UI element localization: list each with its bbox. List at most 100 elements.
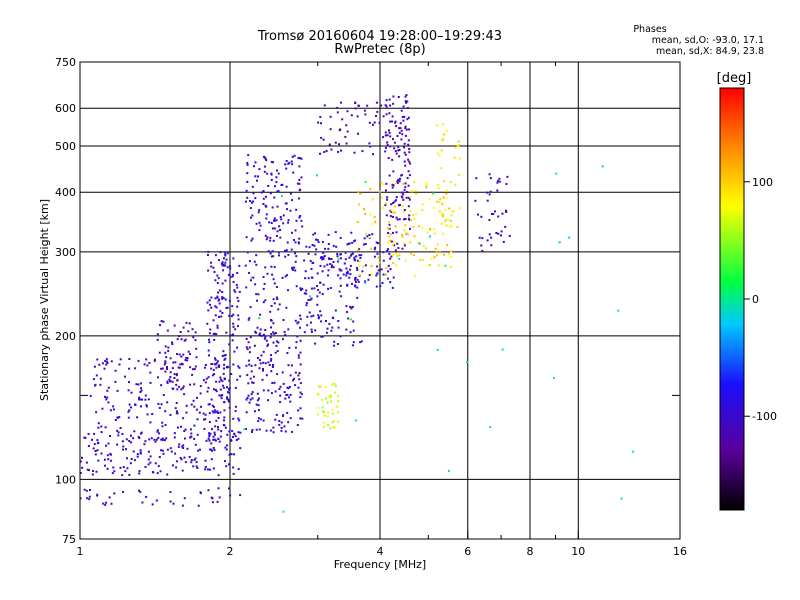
data-point bbox=[140, 389, 143, 392]
data-point bbox=[270, 370, 273, 373]
data-point bbox=[245, 398, 248, 401]
y-tick-label: 600 bbox=[55, 102, 76, 115]
data-point bbox=[281, 338, 284, 341]
data-point bbox=[213, 409, 216, 412]
data-point bbox=[250, 239, 253, 242]
data-point bbox=[458, 207, 461, 210]
data-point bbox=[365, 232, 367, 235]
data-point bbox=[136, 416, 139, 419]
data-point bbox=[204, 381, 207, 384]
data-point bbox=[166, 473, 169, 476]
data-point bbox=[178, 385, 181, 388]
data-point bbox=[83, 488, 86, 491]
data-point bbox=[260, 354, 263, 357]
data-point bbox=[295, 208, 298, 211]
data-point bbox=[255, 428, 258, 431]
data-point bbox=[173, 436, 176, 439]
data-point bbox=[351, 305, 354, 308]
data-point bbox=[254, 364, 257, 367]
data-point bbox=[222, 269, 225, 272]
data-point bbox=[188, 456, 191, 458]
data-point bbox=[110, 459, 113, 462]
data-point bbox=[212, 405, 215, 408]
data-point bbox=[290, 160, 293, 163]
data-point bbox=[400, 109, 403, 112]
data-point bbox=[337, 326, 340, 329]
data-point bbox=[230, 439, 233, 442]
data-point bbox=[194, 331, 197, 334]
data-point bbox=[153, 359, 156, 362]
data-point bbox=[185, 321, 188, 324]
data-point bbox=[254, 410, 256, 413]
data-point bbox=[309, 298, 312, 301]
data-point bbox=[282, 382, 285, 385]
data-point bbox=[265, 213, 268, 216]
data-point bbox=[156, 338, 159, 341]
data-point bbox=[377, 256, 380, 259]
data-point bbox=[166, 401, 169, 404]
data-point bbox=[200, 405, 202, 408]
data-point bbox=[226, 433, 229, 436]
data-point bbox=[374, 221, 377, 224]
data-point bbox=[228, 388, 231, 391]
data-point bbox=[332, 244, 335, 247]
data-point bbox=[387, 228, 390, 231]
data-point bbox=[404, 100, 407, 103]
data-point bbox=[339, 253, 342, 256]
data-point bbox=[489, 190, 492, 193]
data-point bbox=[109, 453, 112, 456]
data-point bbox=[298, 237, 301, 240]
data-point bbox=[387, 241, 390, 244]
data-point bbox=[160, 438, 163, 441]
data-point bbox=[113, 492, 116, 495]
data-point bbox=[505, 209, 507, 212]
data-point bbox=[349, 264, 352, 267]
data-point bbox=[294, 384, 297, 387]
data-point bbox=[299, 391, 302, 394]
data-point bbox=[337, 395, 340, 398]
data-point bbox=[440, 167, 443, 170]
data-point bbox=[408, 214, 411, 217]
data-point bbox=[385, 113, 388, 116]
data-point bbox=[389, 268, 392, 271]
data-point bbox=[210, 296, 213, 299]
data-point bbox=[167, 350, 170, 352]
data-point bbox=[433, 228, 436, 230]
data-point bbox=[154, 440, 157, 443]
data-point bbox=[443, 180, 446, 183]
data-point bbox=[255, 331, 258, 334]
data-point bbox=[207, 349, 210, 352]
data-point bbox=[390, 255, 393, 258]
data-point bbox=[121, 433, 124, 435]
data-point bbox=[228, 487, 230, 490]
data-point bbox=[158, 432, 161, 435]
data-point bbox=[253, 260, 256, 263]
data-point bbox=[206, 322, 209, 325]
data-point bbox=[272, 322, 275, 325]
data-point bbox=[279, 401, 282, 404]
data-point bbox=[285, 202, 288, 205]
data-point bbox=[169, 491, 172, 494]
data-point bbox=[245, 364, 248, 367]
data-point bbox=[488, 173, 491, 176]
data-point bbox=[449, 255, 452, 258]
data-point bbox=[339, 257, 342, 260]
data-point bbox=[147, 398, 150, 401]
data-point bbox=[128, 409, 131, 412]
data-point bbox=[210, 261, 213, 264]
data-point bbox=[407, 116, 410, 119]
data-point bbox=[128, 440, 131, 442]
data-point bbox=[246, 251, 249, 254]
data-point bbox=[395, 252, 398, 255]
data-point bbox=[223, 401, 226, 404]
data-point bbox=[389, 233, 392, 236]
data-point bbox=[280, 218, 283, 221]
data-point bbox=[134, 404, 137, 406]
data-point bbox=[358, 260, 361, 263]
data-point bbox=[224, 354, 227, 356]
data-point bbox=[299, 417, 302, 420]
data-point bbox=[357, 259, 359, 262]
data-point bbox=[228, 343, 231, 346]
data-point bbox=[265, 159, 268, 162]
data-point bbox=[134, 367, 137, 370]
